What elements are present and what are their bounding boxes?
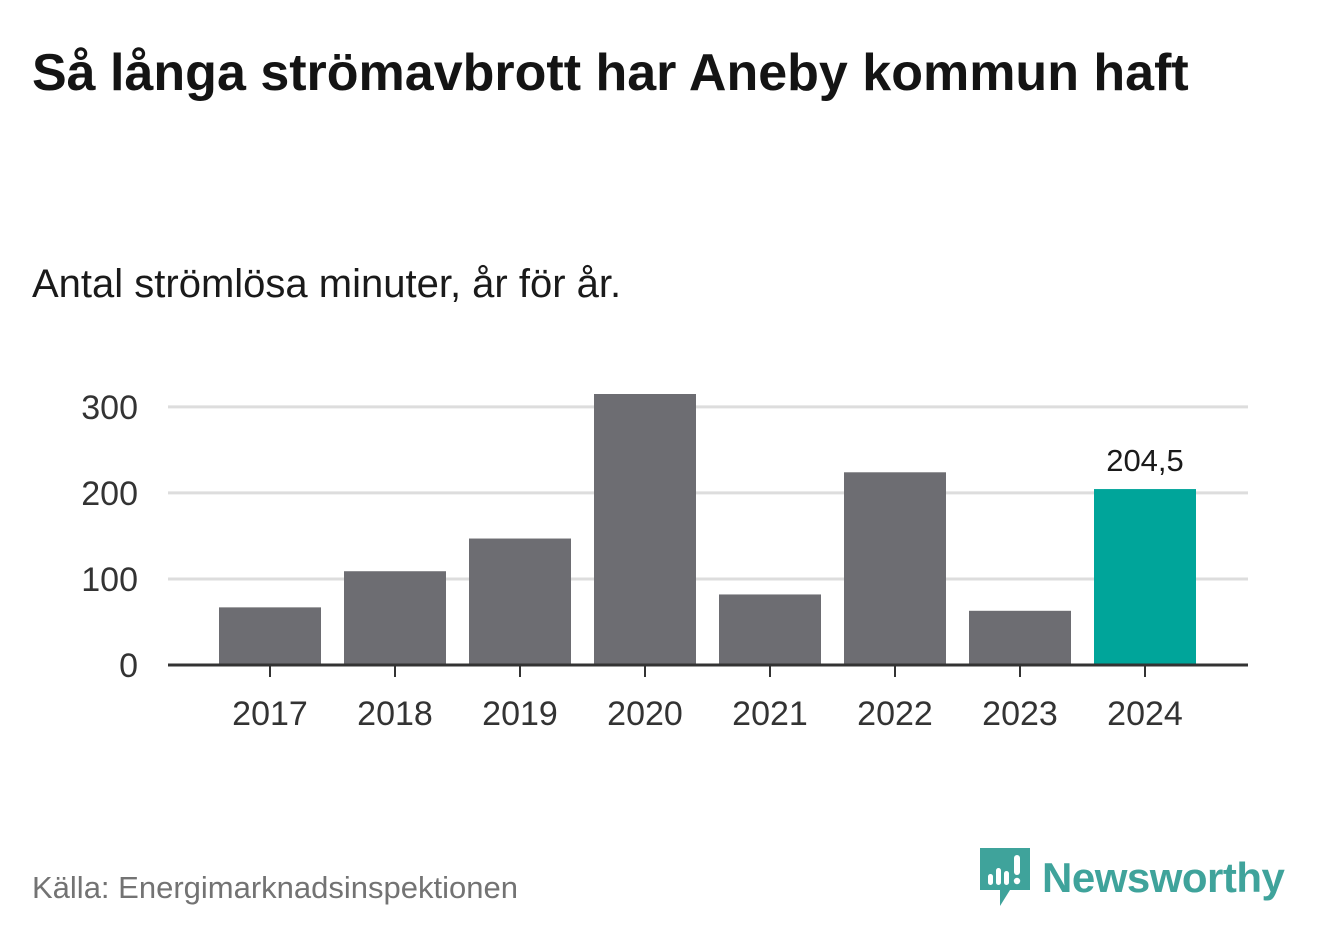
y-tick-label: 0: [119, 647, 138, 685]
bar-2023: [969, 610, 1071, 665]
gridlines: [168, 405, 1248, 581]
bar-2018: [344, 571, 446, 665]
x-tick-label: 2021: [732, 695, 808, 733]
x-tick-label: 2017: [232, 695, 308, 733]
x-tick-label: 2022: [857, 695, 933, 733]
x-tick-label: 2019: [482, 695, 558, 733]
chart-title: Så långa strömavbrott har Aneby kommun h…: [32, 44, 1189, 102]
brand-logo: Newsworthy: [980, 848, 1285, 908]
axes: [168, 663, 1248, 677]
bar-2020: [594, 394, 696, 665]
data-label: 204,5: [1106, 443, 1184, 478]
bar-2019: [469, 538, 571, 665]
x-tick-label: 2024: [1107, 695, 1183, 733]
x-tick-label: 2023: [982, 695, 1058, 733]
bar-chart: 0 100 200 300 2017 2018 2019 2020 2021 2022 2023 20…: [81, 389, 1248, 733]
y-tick-label: 100: [81, 561, 138, 599]
y-tick-label: 200: [81, 475, 138, 513]
brand-name: Newsworthy: [1042, 854, 1285, 901]
x-tick-label: 2018: [357, 695, 433, 733]
source-note: Källa: Energimarknadsinspektionen: [32, 870, 518, 905]
y-tick-label: 300: [81, 389, 138, 427]
bars: [219, 394, 1196, 665]
bar-2021: [719, 594, 821, 665]
newsworthy-logo-icon: [980, 848, 1030, 906]
labels: 0 100 200 300 2017 2018 2019 2020 2021 2022 2023 20…: [81, 389, 1184, 733]
chart-subtitle: Antal strömlösa minuter, år för år.: [32, 262, 622, 306]
bar-2017: [219, 607, 321, 665]
bar-2022: [844, 472, 946, 665]
x-tick-label: 2020: [607, 695, 683, 733]
bar-2024: [1094, 489, 1196, 665]
